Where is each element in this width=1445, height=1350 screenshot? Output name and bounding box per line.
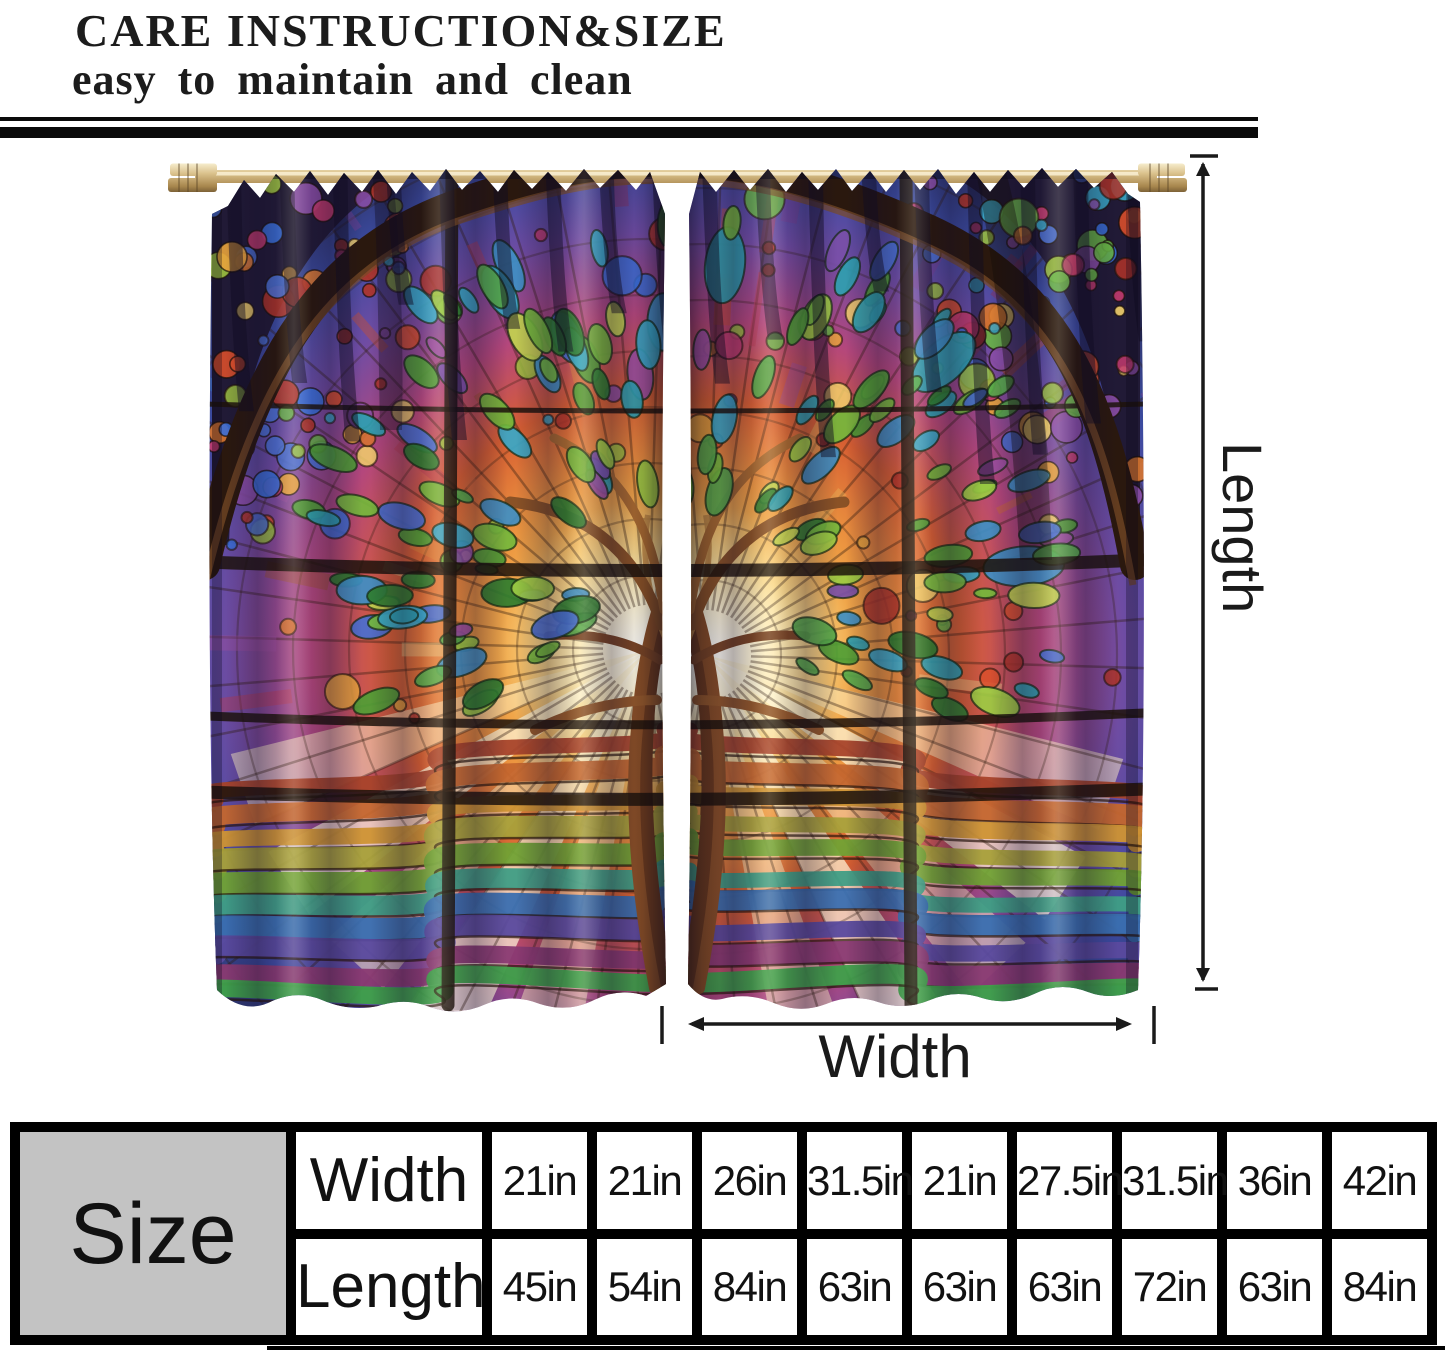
page-subtitle: easy to maintain and clean: [72, 55, 633, 104]
divider-thick-rule: [0, 127, 1258, 138]
size-table: Size Width 21in 21in 26in 31.5in 21in 27…: [10, 1121, 1437, 1345]
table-cell: 45in: [482, 1229, 597, 1345]
width-label: Width: [818, 1023, 972, 1090]
width-row-label: Width: [286, 1121, 492, 1240]
right-finial-icon: [1138, 163, 1187, 192]
table-cell: 72in: [1112, 1229, 1227, 1345]
table-cell: 84in: [1322, 1229, 1437, 1345]
table-cell: 36in: [1217, 1121, 1332, 1240]
curtain-product-illustration: [168, 163, 1187, 1012]
table-cell: 54in: [587, 1229, 702, 1345]
length-dimension-arrow: [1190, 154, 1218, 991]
table-cell: 26in: [692, 1121, 807, 1240]
table-cell: 27.5in: [1007, 1121, 1124, 1240]
page-title: CARE INSTRUCTION&SIZE: [75, 5, 727, 56]
table-cell: 21in: [482, 1121, 597, 1240]
cropped-next-row-edge: [267, 1346, 1445, 1350]
table-cell: 31.5in: [797, 1121, 914, 1240]
table-cell: 84in: [692, 1229, 807, 1345]
table-cell: 63in: [1217, 1229, 1332, 1345]
curtain-rod: [168, 163, 1187, 192]
table-cell: 21in: [902, 1121, 1017, 1240]
divider-thin-rule: [0, 117, 1258, 121]
table-cell: 31.5in: [1112, 1121, 1229, 1240]
size-corner-cell: Size: [10, 1122, 296, 1345]
left-finial-icon: [168, 163, 217, 192]
length-label: Length: [1211, 442, 1274, 614]
table-cell: 42in: [1322, 1121, 1437, 1240]
table-cell: 63in: [1007, 1229, 1122, 1345]
table-cell: 63in: [902, 1229, 1017, 1345]
table-cell: 63in: [797, 1229, 912, 1345]
curtain-panel-right: [688, 168, 1144, 1009]
curtain-panel-left: [209, 169, 666, 1012]
width-dimension-arrow: [660, 1006, 1156, 1044]
table-cell: 21in: [587, 1121, 702, 1240]
length-row-label: Length: [286, 1229, 492, 1345]
